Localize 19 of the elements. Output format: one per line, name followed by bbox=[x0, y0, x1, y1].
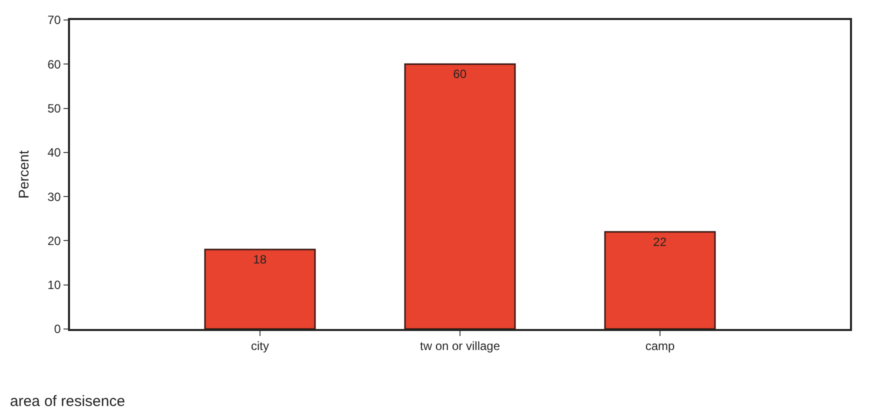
y-tick-label: 20 bbox=[47, 234, 62, 248]
bar bbox=[604, 231, 716, 329]
bar bbox=[404, 63, 516, 329]
data-label: 60 bbox=[453, 67, 467, 82]
y-tick-label: 50 bbox=[47, 101, 62, 116]
y-tick-label: 30 bbox=[47, 190, 62, 204]
data-label: 22 bbox=[653, 234, 667, 249]
y-tick-label: 60 bbox=[47, 57, 62, 72]
data-label: 18 bbox=[253, 252, 267, 267]
x-axis-title: area of resisence bbox=[10, 393, 126, 409]
x-tick-label: city bbox=[251, 339, 269, 354]
y-tick-label: 70 bbox=[47, 13, 62, 28]
y-tick-label: 40 bbox=[47, 146, 62, 160]
bar bbox=[204, 248, 316, 329]
y-axis-title: Percent bbox=[16, 150, 32, 199]
y-tick-label: 0 bbox=[54, 322, 62, 336]
x-tick-label: tw on or village bbox=[420, 339, 500, 354]
x-tick-label: camp bbox=[645, 339, 675, 354]
y-tick-label: 10 bbox=[47, 278, 62, 292]
